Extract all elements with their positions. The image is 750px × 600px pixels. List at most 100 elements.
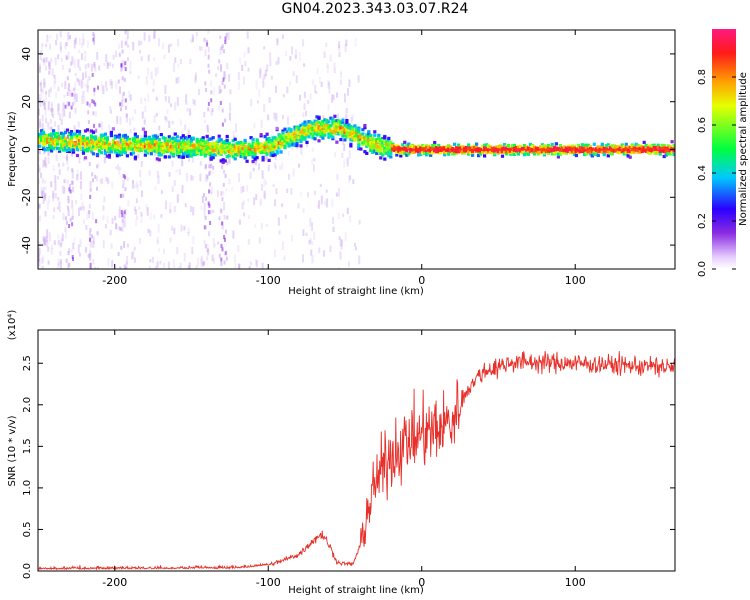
heatmap-cell [107,153,111,157]
heatmap-cell [79,142,84,146]
heatmap-cell [163,149,167,153]
heatmap-noise-cell [91,211,94,220]
heatmap-cell [636,150,640,154]
heatmap-cell [195,143,199,147]
snr-frame [37,329,676,572]
heatmap-cell [610,148,614,152]
heatmap-cell [163,136,167,141]
heatmap-streak-cell [225,32,228,37]
heatmap-cell [668,145,672,149]
heatmap-cell [181,152,185,156]
spectrogram-x-tick-label: 0 [418,274,425,287]
heatmap-streak-cell [124,105,127,110]
heatmap-noise-cell [235,123,237,132]
heatmap-streak-cell [121,213,124,218]
heatmap-cell [167,148,171,153]
heatmap-cell [355,130,359,134]
heatmap-cell [199,143,203,147]
heatmap-cell [343,138,347,142]
heatmap-cell [65,148,70,152]
heatmap-cell [383,148,387,152]
heatmap-streak-cell [204,165,207,170]
heatmap-cell [622,149,626,153]
heatmap-noise-cell [173,206,176,213]
heatmap-cell [119,146,123,150]
heatmap-noise-cell [212,209,215,214]
heatmap-cell [253,146,257,150]
heatmap-noise-cell [274,249,276,258]
heatmap-cell [373,143,377,147]
heatmap-noise-cell [179,262,182,268]
heatmap-streak-cell [89,266,92,269]
heatmap-cell [648,145,652,149]
heatmap-noise-cell [73,127,76,135]
heatmap-cell [337,121,341,125]
heatmap-cell [267,149,271,153]
heatmap-cell [477,151,481,155]
heatmap-cell [351,136,355,140]
heatmap-cell [297,125,301,129]
heatmap-cell [600,142,604,146]
heatmap-cell [630,145,634,149]
heatmap-cell [526,146,531,150]
heatmap-noise-cell [154,186,157,191]
heatmap-cell [259,144,263,148]
heatmap-cell [433,140,437,145]
heatmap-cell [225,155,229,159]
heatmap-cell [502,143,507,147]
heatmap-noise-cell [174,102,177,111]
heatmap-noise-cell [41,189,43,197]
heatmap-cell [199,152,203,156]
heatmap-cell [317,116,321,120]
heatmap-cell [634,148,638,152]
heatmap-streak-cell [71,255,74,259]
heatmap-cell [269,152,273,156]
heatmap-noise-cell [133,184,136,189]
heatmap-cell [369,137,373,141]
heatmap-noise-cell [164,115,167,121]
heatmap-noise-cell [247,239,250,245]
heatmap-cell [524,145,529,149]
heatmap-cell [101,133,106,137]
heatmap-cell [363,124,367,128]
heatmap-noise-cell [300,191,302,196]
heatmap-noise-cell [57,176,59,180]
heatmap-noise-cell [110,243,113,249]
heatmap-noise-cell [68,111,71,119]
heatmap-cell [285,139,289,143]
heatmap-streak-cell [71,180,74,185]
heatmap-cell [123,147,127,151]
heatmap-noise-cell [38,247,41,255]
heatmap-cell [107,143,111,147]
heatmap-streak-cell [97,85,99,90]
heatmap-noise-cell [215,73,218,77]
heatmap-noise-cell [348,79,351,87]
spectrogram-y-tick-label: 20 [20,95,33,109]
heatmap-noise-cell [194,75,197,84]
heatmap-cell [89,129,94,133]
heatmap-noise-cell [49,108,52,112]
heatmap-noise-cell [212,237,215,245]
heatmap-noise-cell [255,194,258,201]
heatmap-streak-cell [225,256,228,261]
heatmap-noise-cell [80,79,83,89]
heatmap-cell [588,152,592,156]
heatmap-cell [205,146,209,150]
heatmap-noise-cell [92,258,95,265]
heatmap-noise-cell [107,178,110,185]
heatmap-cell [245,149,249,153]
heatmap-noise-cell [164,200,167,210]
heatmap-cell [175,142,179,146]
heatmap-noise-cell [121,222,124,232]
heatmap-noise-cell [42,99,45,106]
heatmap-noise-cell [75,93,78,103]
heatmap-cell [556,150,560,155]
heatmap-cell [38,132,42,137]
heatmap-noise-cell [265,223,268,228]
heatmap-cell [315,133,319,137]
heatmap-cell [401,144,405,149]
heatmap-cell [483,146,487,150]
heatmap-cell [604,147,608,151]
heatmap-noise-cell [303,63,306,67]
heatmap-cell [219,138,223,142]
